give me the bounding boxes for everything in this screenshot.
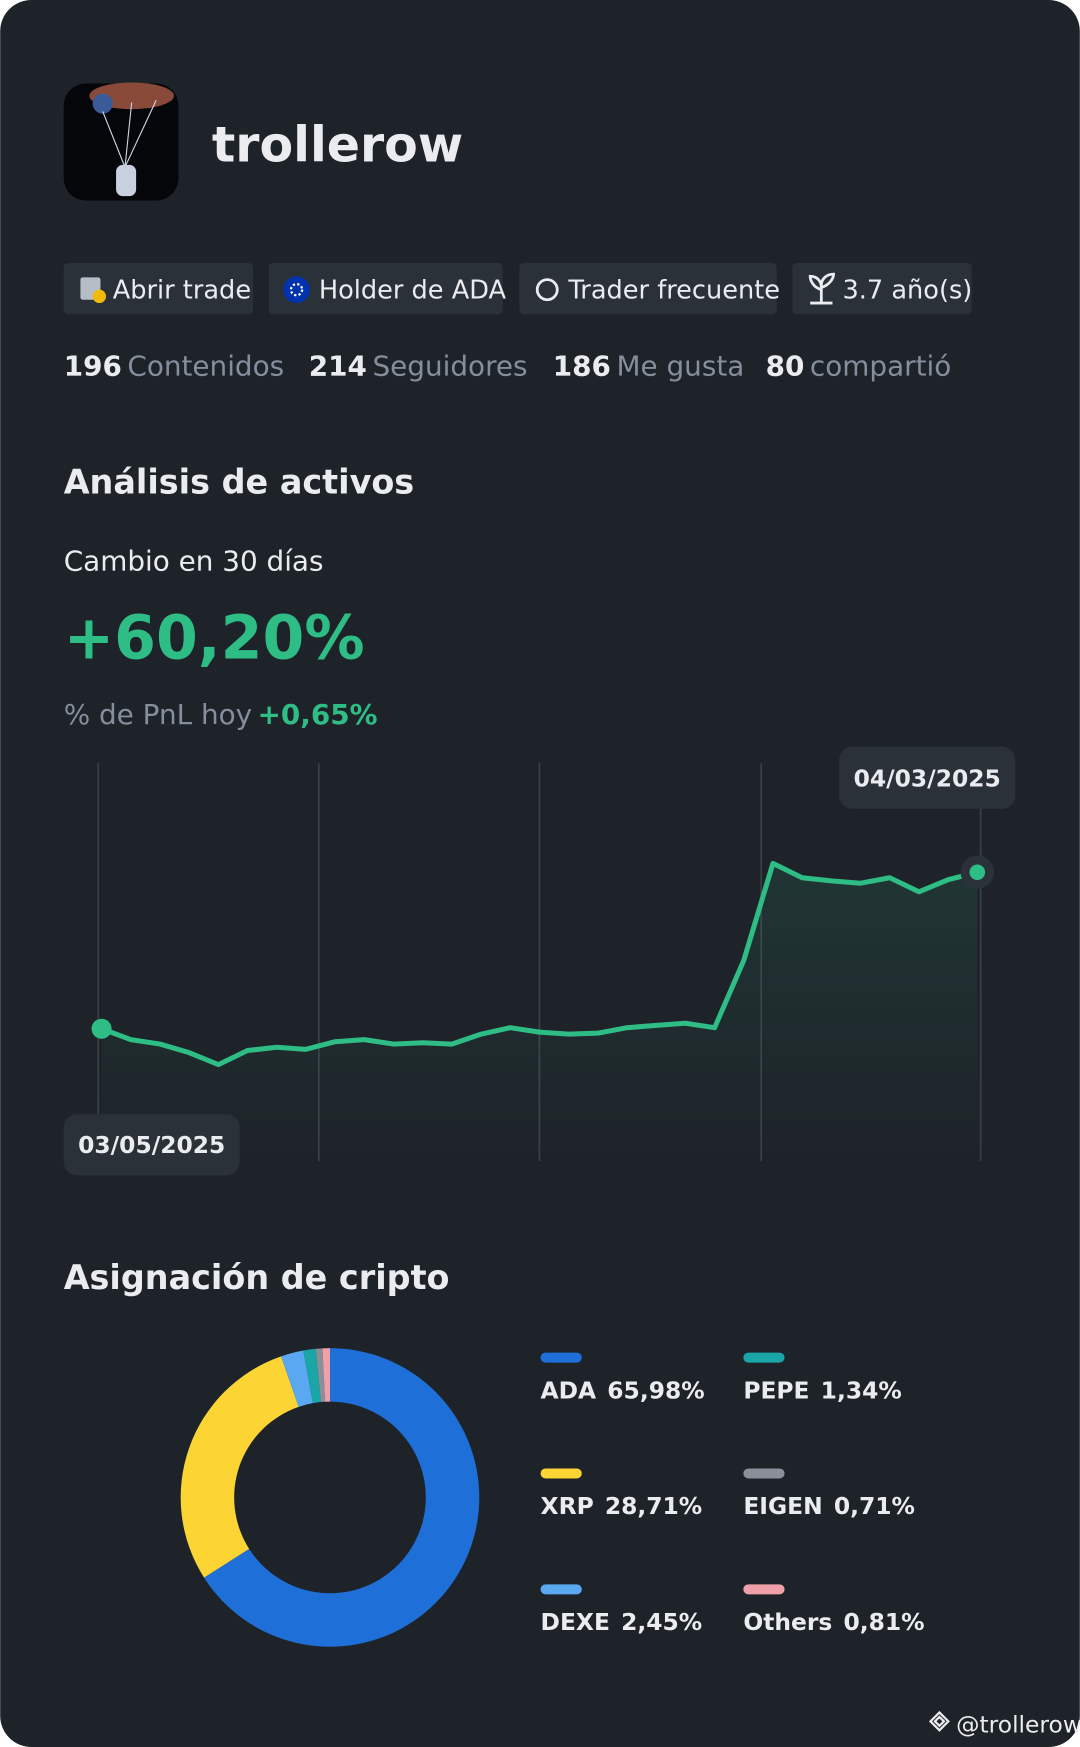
legend-value: 28,71%: [605, 1492, 702, 1520]
donut-slice: [303, 1348, 321, 1404]
point: [969, 864, 986, 881]
legend-value: 2,45%: [621, 1608, 702, 1636]
legend-value: 0,81%: [843, 1608, 924, 1636]
username: trollerow: [212, 116, 463, 174]
avatar[interactable]: [63, 82, 179, 201]
badge-text[interactable]: 3.7 año(s): [842, 276, 972, 306]
stat-value: 196: [64, 349, 122, 382]
donut-slice: [204, 1348, 480, 1647]
stat-label: Me gusta: [617, 349, 745, 382]
badge-icon: [535, 278, 559, 302]
badge-bg: [63, 262, 254, 315]
legend-name: ADA: [541, 1376, 597, 1404]
stats: 196 Contenidos 214 Seguidores 186 Me gusta 80 c…: [64, 349, 952, 382]
badge-icon: [289, 282, 304, 297]
stat-value: 214: [309, 349, 367, 382]
badge-text[interactable]: Abrir trade: [113, 276, 251, 306]
badge-icon: [808, 272, 835, 305]
badges: Abrir trade Holder de ADA Trader frecuen…: [63, 262, 972, 315]
legend-swatch: [743, 1584, 785, 1595]
badge-text[interactable]: Holder de ADA: [319, 276, 507, 306]
legend-value: 0,71%: [834, 1492, 915, 1520]
legend-swatch: [743, 1468, 785, 1479]
legend-name: DEXE: [541, 1608, 610, 1636]
watermark: @trollerow: [956, 1711, 1080, 1739]
pnl-label: % de PnL hoy: [64, 698, 252, 731]
legend-value: 65,98%: [607, 1376, 704, 1404]
change-label: Cambio en 30 días: [64, 544, 324, 577]
legend-swatch: [540, 1584, 582, 1595]
stat-value: 186: [553, 349, 611, 382]
tooltip-bg: [839, 746, 1016, 809]
line: [100, 860, 978, 1068]
area: [101, 863, 978, 1159]
section-title: Análisis de activos: [64, 463, 415, 502]
line-chart: 03/05/2025 04/03/2025: [63, 746, 1016, 1176]
badge-icon: [92, 289, 107, 304]
legend-name: XRP: [541, 1492, 594, 1520]
date-label: 04/03/2025: [854, 765, 1001, 793]
badge-text[interactable]: Trader frecuente: [567, 276, 780, 306]
legend-name: PEPE: [743, 1376, 809, 1404]
legend-name: EIGEN: [743, 1492, 822, 1520]
change-value: +60,20%: [64, 603, 365, 673]
legend-swatch: [540, 1352, 582, 1363]
stat-label: Seguidores: [373, 349, 528, 382]
tooltip-bg: [63, 1114, 240, 1176]
donut-slice: [315, 1348, 326, 1403]
badge-bg: [792, 262, 972, 315]
donut-chart: ADA 65,98% XRP 28,71% DEXE 2,45% PEPE 1,34% EIGE…: [180, 1348, 925, 1647]
badge-bg: [268, 262, 503, 315]
donut-slice: [180, 1356, 299, 1578]
date-label: 03/05/2025: [78, 1131, 225, 1159]
legend-value: 1,34%: [821, 1376, 902, 1404]
pnl-value: +0,65%: [258, 698, 378, 731]
legend-name: Others: [743, 1608, 832, 1636]
badge-bg: [519, 262, 777, 315]
badge-icon: [283, 276, 310, 304]
stat-value: 80: [766, 349, 805, 382]
donut-slice: [281, 1350, 313, 1407]
stat-label: compartió: [810, 349, 951, 382]
stat-label: Contenidos: [127, 349, 284, 382]
legend-swatch: [743, 1352, 785, 1363]
point: [91, 1018, 112, 1039]
section-title: Asignación de cripto: [64, 1258, 450, 1297]
legend-swatch: [540, 1468, 582, 1479]
donut-slice: [322, 1348, 330, 1402]
logo-icon: [928, 1710, 950, 1732]
